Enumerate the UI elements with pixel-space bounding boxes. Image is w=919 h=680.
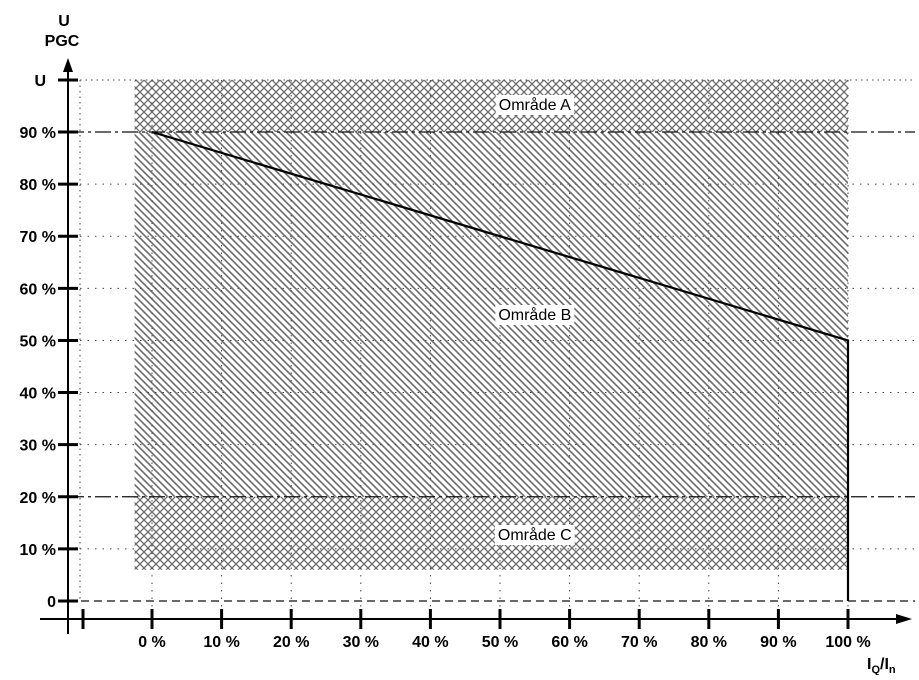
x-axis-title-i1: I — [867, 656, 871, 673]
x-tick-label: 80 % — [691, 634, 727, 651]
zone-label-backing — [495, 305, 575, 325]
zone-c-label: Område C — [498, 526, 572, 544]
x-tick-label: 20 % — [273, 634, 309, 651]
series-line-0 — [151, 130, 850, 601]
y-axis-title-sub: PGC — [45, 33, 80, 50]
x-tick-label: 100 % — [825, 634, 870, 651]
x-tick-label: 90 % — [760, 634, 796, 651]
x-axis-title: IQ/In — [867, 656, 896, 675]
y-tick-label: 30 % — [20, 438, 56, 455]
x-axis-title-sub1: Q — [871, 664, 880, 675]
x-axis-title-i2: I — [884, 656, 888, 673]
x-tick-label: 60 % — [551, 634, 587, 651]
zone-b-label: Område B — [498, 306, 571, 324]
y-tick-label: 10 % — [20, 542, 56, 559]
x-tick-label: 10 % — [203, 634, 239, 651]
y-tick-label: 50 % — [20, 333, 56, 350]
x-tick-label: 30 % — [343, 634, 379, 651]
zone-a-label: Område A — [499, 96, 571, 114]
zone-label-backing — [495, 95, 575, 115]
y-tick-label: 0 — [47, 594, 56, 611]
x-axis-arrow — [896, 614, 912, 624]
y-tick-label: 80 % — [20, 177, 56, 194]
y-tick-label: 60 % — [20, 281, 56, 298]
x-tick-label: 40 % — [412, 634, 448, 651]
y-tick-label: 90 % — [20, 125, 56, 142]
zone-c-area — [134, 496, 849, 570]
zone-b-area — [134, 132, 849, 497]
x-axis-title-sub2: n — [889, 664, 896, 675]
y-tick-label: 20 % — [20, 490, 56, 507]
x-tick-label: 50 % — [482, 634, 518, 651]
y-top-label: U — [34, 73, 46, 90]
x-axis-title-slash: / — [880, 656, 885, 673]
y-axis-title: U — [58, 13, 70, 30]
x-tick-label: 0 % — [138, 634, 166, 651]
y-axis-arrow — [63, 58, 73, 72]
y-tick-label: 70 % — [20, 229, 56, 246]
zone-a-area — [134, 79, 849, 132]
zone-label-backing — [494, 525, 575, 545]
y-tick-label: 40 % — [20, 386, 56, 403]
x-tick-label: 70 % — [621, 634, 657, 651]
